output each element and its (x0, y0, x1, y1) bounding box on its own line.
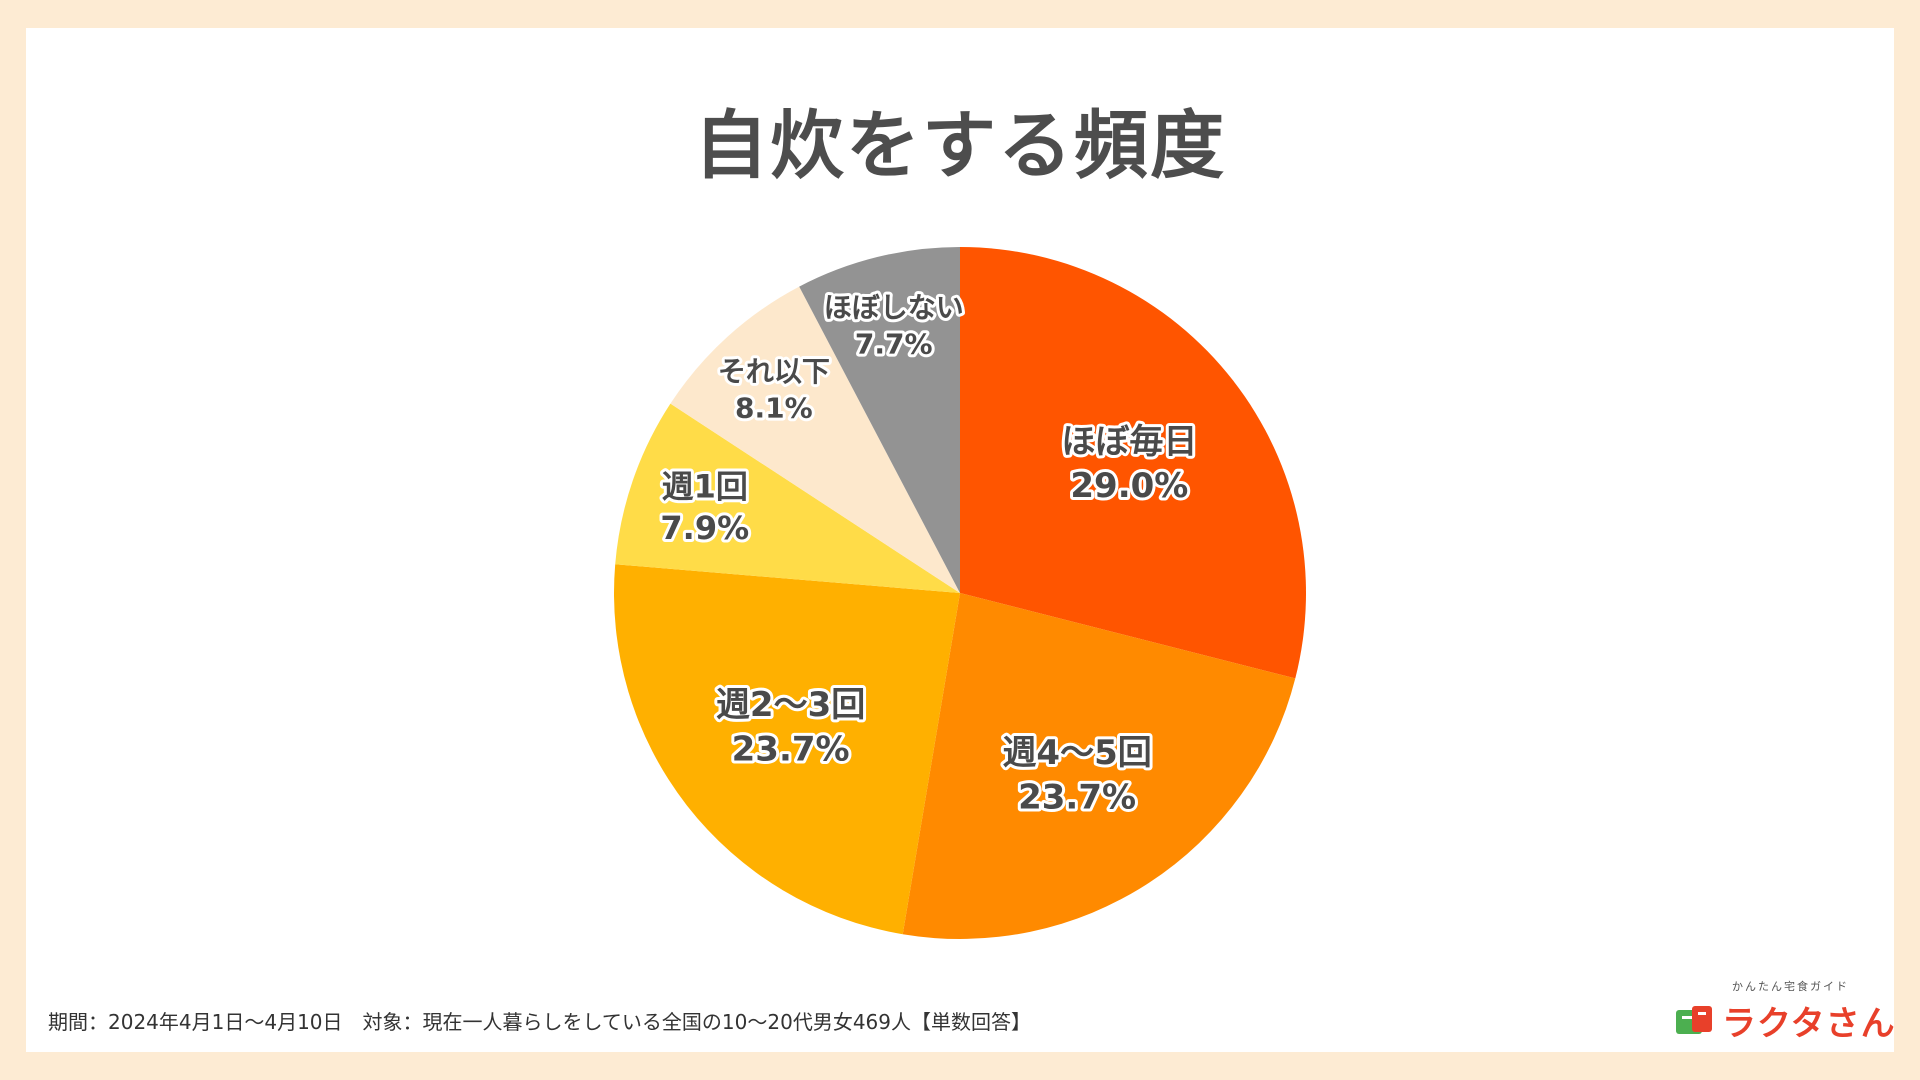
chart-card: 自炊をする頻度 ほぼ毎日 29.0% 週4〜5回 23.7% 週2〜3回 23.7% 週1回… (26, 28, 1895, 1052)
slice-value-label-4: 7.9% (660, 509, 749, 547)
pie-slice-2 (902, 593, 1296, 939)
pie-slice-6 (799, 247, 960, 593)
slice-value-label-6: 7.7% (855, 328, 933, 361)
brand-tagline: かんたん宅食ガイド (1732, 980, 1849, 993)
chart-title: 自炊をする頻度 (694, 103, 1226, 189)
slice-value-label-1: 29.0% (1070, 466, 1188, 506)
pie-chart: ほぼ毎日29.0%週4〜5回23.7%週2〜3回23.7%週1回7.9%それ以下… (614, 247, 1306, 939)
slice-value-label-5: 8.1% (735, 392, 813, 425)
food-box-icon (1676, 1006, 1712, 1034)
slice-category-label-1: ほぼ毎日 (1061, 422, 1197, 462)
pie-slice-3 (614, 564, 960, 935)
slice-category-label-6: ほぼしない (824, 291, 964, 324)
slice-value-label-3: 23.7% (732, 729, 850, 769)
pie-slice-5 (670, 286, 960, 593)
pie-slice-4 (615, 403, 960, 593)
survey-footnote: 期間：2024年4月1日〜4月10日 対象：現在一人暮らしをしている全国の10〜… (48, 1010, 1031, 1034)
slice-category-label-4: 週1回 (662, 467, 748, 505)
slice-value-label-2: 23.7% (1018, 777, 1136, 817)
brand-name: ラクタさん (1722, 1004, 1896, 1044)
slice-category-label-2: 週4〜5回 (1002, 733, 1151, 773)
pie-slice-1 (960, 247, 1306, 679)
slice-category-label-5: それ以下 (718, 355, 830, 388)
brand-logo: かんたん宅食ガイド ラクタさん (1674, 978, 1895, 1048)
slice-category-label-3: 週2〜3回 (716, 685, 865, 725)
